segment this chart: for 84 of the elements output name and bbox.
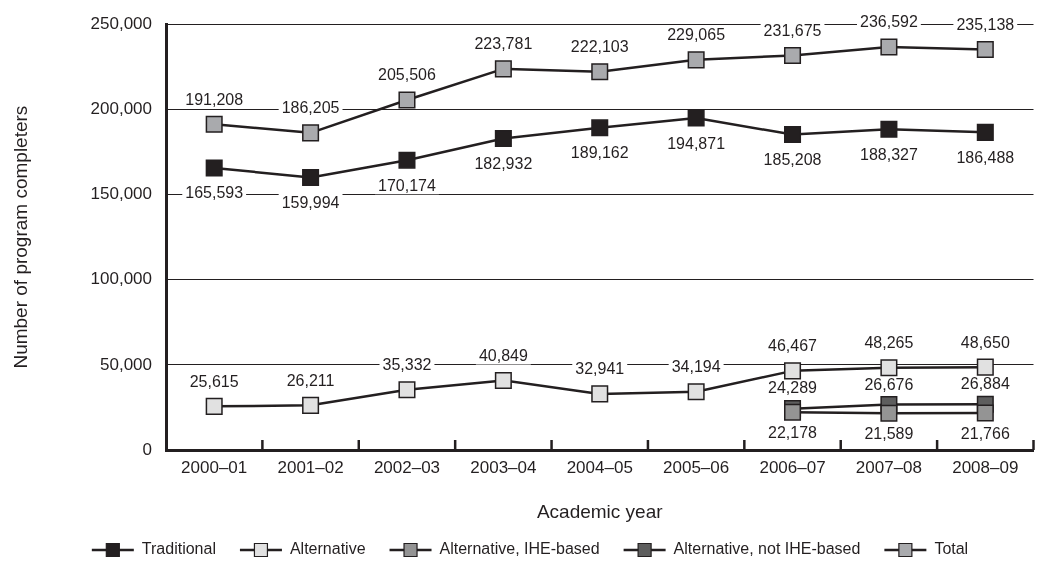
data-label: 231,675 (763, 21, 822, 39)
x-tick-label: 2007–08 (855, 457, 923, 477)
legend-label: Alternative, IHE-based (439, 540, 600, 558)
data-label: 235,138 (956, 15, 1015, 33)
data-label: 21,589 (864, 424, 914, 442)
point (302, 168, 320, 187)
data-label: 189,162 (570, 144, 629, 162)
y-tick-label: 150,000 (90, 184, 152, 204)
data-label: 24,289 (768, 379, 818, 397)
data-label: 26,211 (286, 371, 335, 389)
point (687, 383, 705, 401)
data-label: 40,849 (478, 346, 528, 364)
data-label: 205,506 (378, 66, 436, 84)
point (398, 91, 416, 109)
data-label: 26,676 (864, 375, 914, 393)
point (976, 404, 994, 422)
data-label: 191,208 (185, 90, 244, 108)
point (494, 129, 512, 147)
point (784, 126, 802, 144)
point (976, 123, 994, 141)
x-axis-title: Academic year (536, 500, 664, 522)
x-tick-label: 2002–03 (373, 457, 441, 477)
data-label: 165,593 (185, 184, 244, 202)
y-tick-label: 0 (142, 439, 152, 459)
data-label: 223,781 (474, 35, 533, 53)
data-label: 32,941 (575, 360, 625, 378)
x-tick-label: 2006–07 (759, 457, 826, 477)
point (591, 63, 609, 81)
point (880, 404, 898, 422)
data-label: 236,592 (859, 13, 918, 31)
x-tick-label: 2008–09 (952, 457, 1019, 477)
point (976, 40, 994, 59)
point (687, 109, 705, 127)
point (494, 371, 512, 389)
point (880, 38, 898, 56)
point (880, 359, 898, 377)
y-tick-label: 200,000 (90, 99, 152, 119)
legend-label: Total (934, 540, 969, 558)
point (687, 51, 705, 69)
legend-label: Alternative (289, 540, 366, 558)
data-label: 194,871 (667, 134, 726, 152)
data-label: 229,065 (667, 26, 726, 44)
data-label: 21,766 (960, 424, 1010, 442)
data-label: 22,178 (768, 424, 818, 442)
data-label: 46,467 (768, 337, 818, 355)
data-label: 185,208 (763, 150, 822, 168)
point (784, 362, 802, 380)
data-label: 35,332 (382, 356, 432, 374)
point (205, 159, 223, 177)
data-label: 170,174 (378, 176, 436, 194)
point (302, 396, 320, 414)
point (494, 60, 512, 78)
legend-label: Traditional (141, 540, 216, 558)
data-label: 222,103 (570, 38, 629, 56)
point (205, 115, 223, 133)
y-tick-label: 250,000 (90, 13, 152, 33)
data-label: 48,650 (960, 333, 1010, 351)
y-tick-label: 100,000 (90, 269, 152, 289)
y-tick-label: 50,000 (100, 354, 152, 374)
data-label: 25,615 (189, 372, 239, 390)
legend-label: Alternative, not IHE-based (673, 540, 861, 558)
y-axis-title: Number of program completers (9, 105, 31, 369)
point (302, 124, 320, 142)
x-tick-label: 2001–02 (277, 457, 344, 477)
x-tick-label: 2003–04 (470, 457, 537, 477)
data-label: 186,205 (281, 99, 340, 117)
x-tick-label: 2005–06 (663, 457, 730, 477)
point (591, 385, 609, 403)
point (205, 397, 223, 415)
data-label: 34,194 (671, 358, 721, 376)
point (784, 46, 802, 64)
x-tick-label: 2004–05 (566, 457, 633, 477)
data-label: 188,327 (859, 145, 918, 163)
point (976, 358, 994, 376)
point (880, 120, 898, 138)
x-tick-label: 2000–01 (181, 457, 248, 477)
data-label: 182,932 (474, 154, 533, 172)
data-label: 159,994 (281, 193, 340, 211)
point (398, 151, 416, 169)
data-label: 48,265 (864, 334, 914, 352)
data-label: 186,488 (956, 148, 1015, 166)
data-label: 26,884 (960, 375, 1010, 393)
point (591, 119, 609, 137)
point (398, 381, 416, 399)
